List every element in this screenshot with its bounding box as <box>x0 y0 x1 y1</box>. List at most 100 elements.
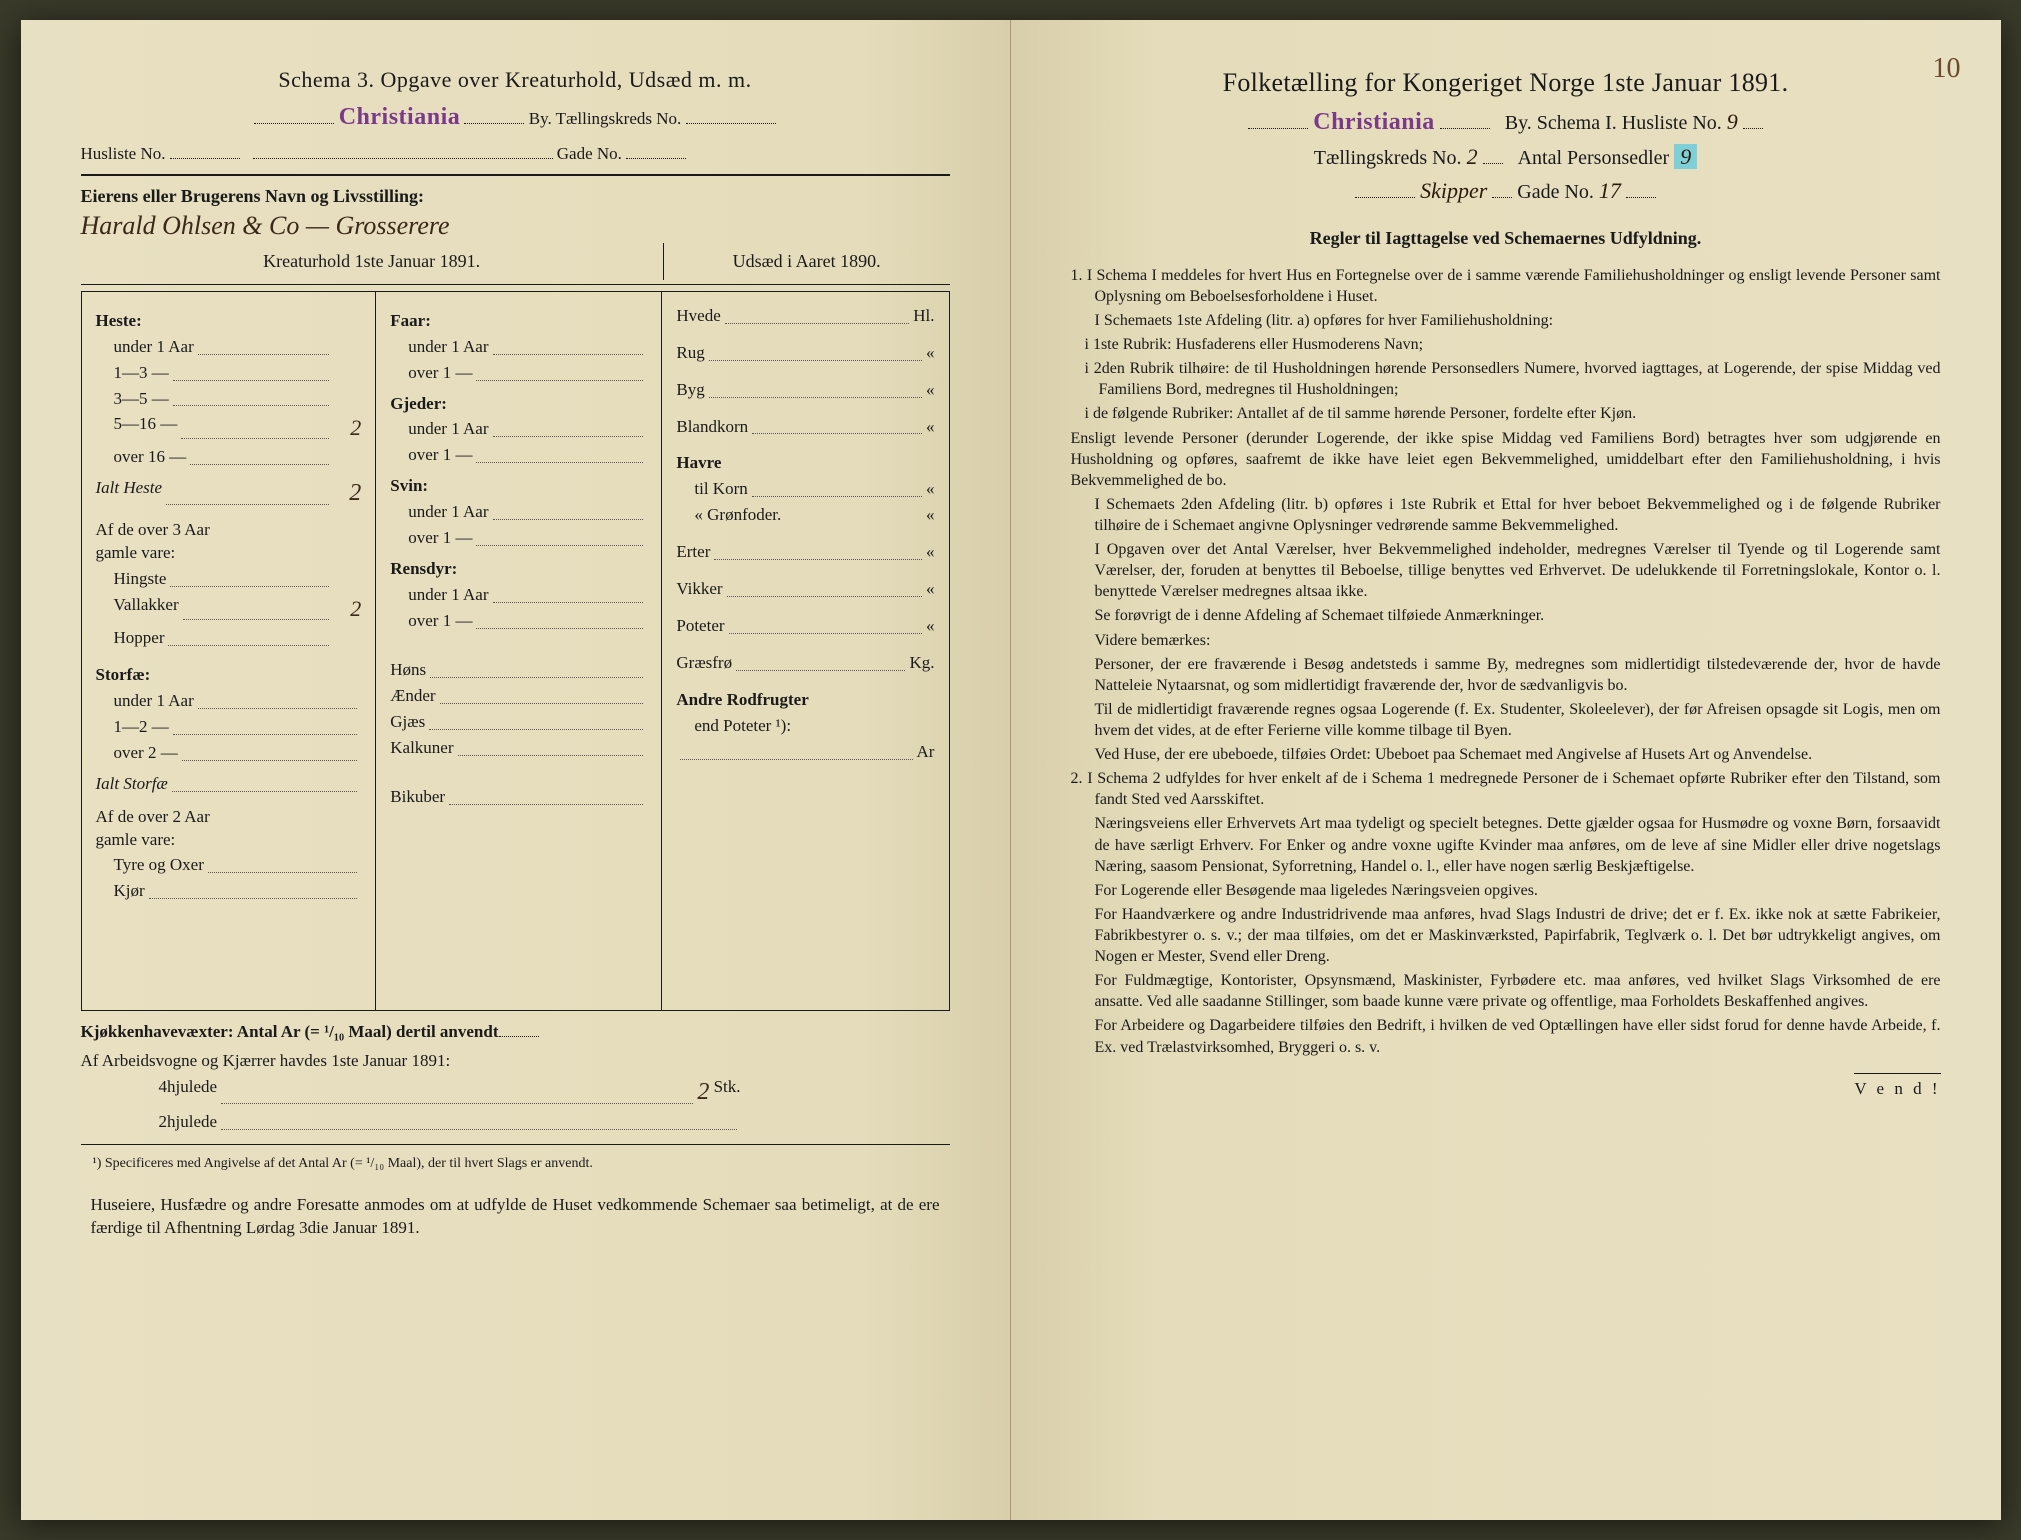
livestock-table: Heste: under 1 Aar 1—3 — 3—5 — 5—16 —2 o… <box>81 291 950 1011</box>
husliste-label: Husliste No. <box>81 144 166 163</box>
vend: V e n d ! <box>1854 1073 1940 1101</box>
heste-u1-v <box>333 336 361 359</box>
gjeder-u1: under 1 Aar <box>408 418 488 441</box>
col-left-head: Kreaturhold 1ste Januar 1891. <box>81 243 663 279</box>
rule-videre: Videre bemærkes: <box>1071 630 1941 651</box>
andrerod2: end Poteter ¹): <box>694 715 791 738</box>
right-page: 10 Folketælling for Kongeriget Norge 1st… <box>1011 20 2001 1520</box>
hingste-v <box>333 568 361 591</box>
faar-u1: under 1 Aar <box>408 336 488 359</box>
col-right-head: Udsæd i Aaret 1890. <box>663 243 950 279</box>
heste-cat: Heste: <box>96 310 362 333</box>
byg: Byg <box>676 379 704 402</box>
footnote1: ¹) Specificeres med Angivelse af det Ant… <box>81 1155 950 1174</box>
hopper-v <box>333 627 361 650</box>
owner-handwriting: Harald Ohlsen & Co — Grosserere <box>81 208 950 243</box>
heste-13-v <box>333 362 361 385</box>
svin-o1: over 1 — <box>408 527 472 550</box>
rug-u: « <box>926 342 935 365</box>
gade-row: Skipper Gade No. 17 <box>1071 176 1941 206</box>
gade-v: 17 <box>1599 178 1621 203</box>
faar-o1: over 1 — <box>408 362 472 385</box>
col-other-animals: Faar: under 1 Aar over 1 — Gjeder: under… <box>376 292 662 1010</box>
havre-gron: « Grønfoder. <box>694 504 781 527</box>
heste-u1: under 1 Aar <box>114 336 194 359</box>
havre-korn-u: « <box>926 478 935 501</box>
husliste-row: Husliste No. Gade No. <box>81 143 950 166</box>
bottom-note-text: Huseiere, Husfædre og andre Foresatte an… <box>91 1195 940 1237</box>
folketaelling-title: Folketælling for Kongeriget Norge 1ste J… <box>1071 65 1941 100</box>
col-heste-storfae: Heste: under 1 Aar 1—3 — 3—5 — 5—16 —2 o… <box>82 292 377 1010</box>
heste-516-v: 2 <box>333 413 361 443</box>
rule-arbeidere: For Arbeidere og Dagarbeidere tilføies d… <box>1071 1015 1941 1057</box>
graesfro: Græsfrø <box>676 652 732 675</box>
kjokken-row: Kjøkkenhavevæxter: Antal Ar (= ¹/₁₀ Maal… <box>81 1021 950 1044</box>
erter-u: « <box>926 541 935 564</box>
havre-gron-u: « <box>926 504 935 527</box>
tk-label: Tællingskreds No. <box>1314 147 1462 169</box>
storfae-cat: Storfæ: <box>96 664 362 687</box>
kalkuner: Kalkuner <box>390 737 453 760</box>
faar-cat: Faar: <box>390 310 647 333</box>
christiania-stamp-left: Christiania <box>339 101 461 133</box>
rule-vaerelser: I Opgaven over det Antal Værelser, hver … <box>1071 539 1941 602</box>
rensdyr-u1: under 1 Aar <box>408 584 488 607</box>
tk-row: Tællingskreds No. 2 Antal Personsedler 9 <box>1071 142 1941 172</box>
rule-2: 2. I Schema 2 udfyldes for hver enkelt a… <box>1071 768 1941 810</box>
ialt-heste-v: 2 <box>333 477 361 509</box>
sf-u1: under 1 Aar <box>114 690 194 713</box>
page-number-hand: 10 <box>1933 50 1961 88</box>
kjor: Kjør <box>114 880 145 903</box>
hvede-u: Hl. <box>913 305 934 328</box>
gjeder-o1: over 1 — <box>408 444 472 467</box>
hjul4-v: 2 <box>697 1076 709 1108</box>
rule-ubeboet: Ved Huse, der ere ubeboede, tilføies Ord… <box>1071 744 1941 765</box>
rule-1b: I Schemaets 1ste Afdeling (litr. a) opfø… <box>1071 310 1941 331</box>
andrerod: Andre Rodfrugter <box>676 689 808 712</box>
blandkorn: Blandkorn <box>676 416 748 439</box>
graesfro-u: Kg. <box>909 652 934 675</box>
havre-korn: til Korn <box>694 478 747 501</box>
hjul2: 2hjulede <box>159 1111 218 1134</box>
left-city-row: Christiania By. Tællingskreds No. <box>81 101 950 133</box>
heste-35: 3—5 — <box>114 388 169 411</box>
heste-o16: over 16 — <box>114 446 187 469</box>
hjul4-unit: Stk. <box>714 1076 741 1108</box>
rule-logerende: For Logerende eller Besøgende maa ligele… <box>1071 880 1941 901</box>
rule-se: Se forøvrigt de i denne Afdeling af Sche… <box>1071 605 1941 626</box>
rule-1a: 1. I Schema I meddeles for hvert Hus en … <box>1071 265 1941 307</box>
col-udsaed: HvedeHl. Rug« Byg« Blandkorn« Havre til … <box>662 292 948 1010</box>
rule-1c: i 1ste Rubrik: Husfaderens eller Husmode… <box>1071 334 1941 355</box>
gade-label-right: Gade No. <box>1517 181 1594 203</box>
rule-naering: Næringsveiens eller Erhvervets Art maa t… <box>1071 813 1941 876</box>
gjeder-cat: Gjeder: <box>390 393 647 416</box>
rule-1d: i 2den Rubrik tilhøire: de til Husholdni… <box>1071 358 1941 400</box>
rule-enslig: Ensligt levende Personer (derunder Loger… <box>1071 428 1941 491</box>
vikker: Vikker <box>676 578 722 601</box>
gjaes: Gjæs <box>390 711 425 734</box>
tk-v: 2 <box>1467 144 1478 169</box>
rule-fravaer: Personer, der ere fraværende i Besøg and… <box>1071 654 1941 696</box>
kjokken-label: Kjøkkenhavevæxter: Antal Ar (= ¹/₁₀ Maal… <box>81 1022 499 1041</box>
svin-cat: Svin: <box>390 475 647 498</box>
rensdyr-o1: over 1 — <box>408 610 472 633</box>
poteter: Poteter <box>676 615 724 638</box>
by-schema-label: By. Schema I. Husliste No. <box>1505 112 1722 134</box>
christiania-stamp-right: Christiania <box>1313 106 1435 138</box>
antal-v: 9 <box>1674 144 1697 169</box>
heste-o16-v <box>333 446 361 469</box>
bikuber: Bikuber <box>390 786 445 809</box>
husliste-no-v: 9 <box>1727 109 1738 134</box>
hjul4: 4hjulede <box>159 1076 218 1108</box>
antal-label: Antal Personsedler <box>1518 147 1670 169</box>
gade-label-left: Gade No. <box>557 144 622 163</box>
svin-u1: under 1 Aar <box>408 501 488 524</box>
hingste: Hingste <box>114 568 167 591</box>
erter: Erter <box>676 541 710 564</box>
andrerod-ar: Ar <box>917 741 935 764</box>
rule-fuldm: For Fuldmægtige, Kontorister, Opsynsmænd… <box>1071 970 1941 1012</box>
heste-13: 1—3 — <box>114 362 169 385</box>
vallakker-v: 2 <box>333 594 361 624</box>
sf-o2: over 2 — <box>114 742 178 765</box>
byg-u: « <box>926 379 935 402</box>
